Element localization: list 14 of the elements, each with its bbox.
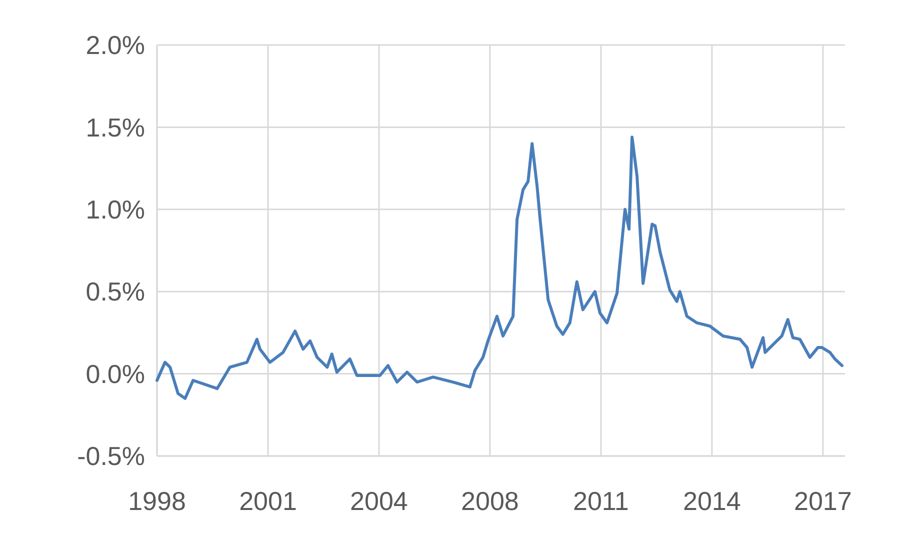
- x-tick-label: 2001: [239, 486, 297, 516]
- x-tick-label: 2017: [794, 486, 852, 516]
- y-tick-label: 0.0%: [86, 358, 145, 389]
- line-series: [156, 136, 844, 400]
- y-tick-label: 2.0%: [86, 30, 145, 60]
- y-tick-label: 1.5%: [86, 112, 145, 142]
- y-tick-label: 1.0%: [86, 194, 145, 224]
- x-tick-label: 2008: [461, 486, 519, 516]
- x-tick-label: 1998: [128, 486, 186, 516]
- x-tick-label: 2011: [572, 486, 629, 516]
- y-tick-label: -0.5%: [77, 441, 145, 472]
- x-tick-label: 2004: [350, 486, 408, 516]
- y-tick-label: 0.5%: [86, 276, 145, 307]
- x-tick-label: 2014: [683, 486, 741, 516]
